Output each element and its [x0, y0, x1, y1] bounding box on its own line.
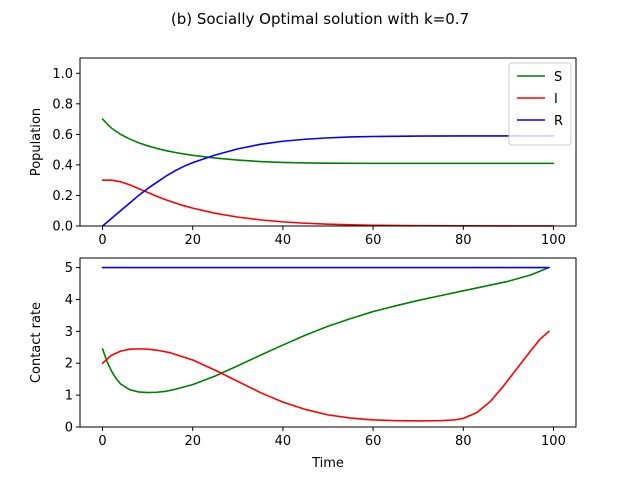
- top-y-axis-label: Population: [29, 108, 44, 176]
- legend-label-r: R: [554, 114, 563, 129]
- top-x-tick-label: 0: [98, 233, 106, 248]
- bottom-x-tick-label: 80: [455, 434, 472, 449]
- bottom-x-axis-label: Time: [311, 456, 344, 471]
- top-chart: 0 20 40 60 80 100 0.0 0.2 0.4 0.6 0.8 1.0 Population…: [29, 57, 577, 248]
- top-series-i-line: [101, 179, 555, 227]
- bottom-x-tick-label: 60: [365, 434, 382, 449]
- top-y-tick-label: 0.0: [52, 220, 73, 235]
- top-x-tick-label: 80: [455, 233, 472, 248]
- figure-title: (b) Socially Optimal solution with k=0.7: [171, 10, 469, 28]
- top-x-tick-label: 60: [365, 233, 382, 248]
- bottom-y-tick-label: 1: [65, 389, 73, 404]
- top-y-tick-label: 0.8: [52, 97, 73, 112]
- bottom-x-tick-label: 20: [184, 434, 201, 449]
- bottom-x-tick-label: 100: [541, 434, 566, 449]
- top-y-tick-label: 0.4: [52, 158, 73, 173]
- bottom-y-tick-label: 2: [65, 357, 73, 372]
- bottom-y-tick-label: 4: [65, 293, 73, 308]
- bottom-y-tick-label: 5: [65, 261, 73, 276]
- top-x-tick-label: 20: [184, 233, 201, 248]
- bottom-y-axis-label: Contact rate: [29, 302, 44, 383]
- bottom-y-tick-label: 0: [65, 421, 73, 436]
- bottom-x-tick-label: 40: [275, 434, 292, 449]
- bottom-series-red-line: [101, 330, 550, 422]
- bottom-axes-frame: [79, 257, 577, 428]
- top-x-tick-label: 100: [541, 233, 566, 248]
- legend-label-i: I: [554, 92, 558, 107]
- top-axes-frame: [79, 57, 577, 227]
- bottom-y-tick-label: 3: [65, 325, 73, 340]
- top-series-r-line: [101, 135, 555, 227]
- bottom-x-tick-label: 0: [98, 434, 106, 449]
- legend-box: [508, 62, 572, 146]
- bottom-series-green-line: [101, 266, 550, 394]
- top-x-tick-label: 40: [275, 233, 292, 248]
- top-series-s-line: [101, 118, 555, 165]
- legend: SIR: [508, 62, 572, 146]
- top-y-tick-label: 0.6: [52, 128, 73, 143]
- top-y-tick-label: 0.2: [52, 189, 73, 204]
- bottom-chart: 0 20 40 60 80 100 0 1 2 3 4 5 Contact rate Time: [29, 257, 577, 471]
- top-y-tick-label: 1.0: [52, 67, 73, 82]
- legend-label-s: S: [554, 70, 562, 85]
